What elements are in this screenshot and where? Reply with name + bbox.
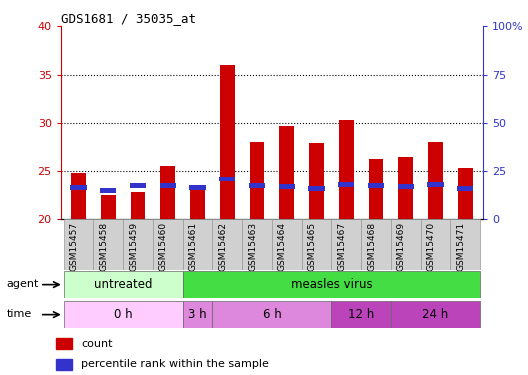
Bar [391,219,421,270]
Text: GSM15469: GSM15469 [397,222,406,271]
Text: GSM15471: GSM15471 [456,222,465,271]
Text: 3 h: 3 h [188,308,207,321]
Bar [332,301,391,328]
Bar [183,271,480,298]
Text: measles virus: measles virus [290,278,372,291]
Bar [279,126,294,219]
Bar [361,219,391,270]
Bar [421,219,450,270]
Bar [64,271,183,298]
Bar [183,219,212,270]
Text: GDS1681 / 35035_at: GDS1681 / 35035_at [61,12,196,25]
Bar [427,183,444,187]
Text: GSM15463: GSM15463 [248,222,257,271]
Text: untreated: untreated [94,278,153,291]
Bar [308,186,325,190]
Bar [161,166,175,219]
Bar [457,186,474,190]
Bar [212,301,332,328]
Bar [70,185,87,190]
Bar [100,188,117,193]
Bar [153,219,183,270]
Bar [64,219,93,270]
Bar [391,301,480,328]
Text: 0 h: 0 h [114,308,133,321]
Text: GSM15458: GSM15458 [99,222,108,271]
Bar [450,219,480,270]
Bar [398,184,414,189]
Bar [368,183,384,188]
Bar [93,219,123,270]
Text: time: time [7,309,32,319]
Text: count: count [81,339,112,349]
Text: percentile rank within the sample: percentile rank within the sample [81,359,269,369]
Text: 24 h: 24 h [422,308,449,321]
Bar [398,157,413,219]
Bar [212,219,242,270]
Text: GSM15457: GSM15457 [70,222,79,271]
Bar [339,120,354,219]
Text: 6 h: 6 h [262,308,281,321]
Bar [338,183,354,187]
Text: GSM15460: GSM15460 [159,222,168,271]
Bar [190,185,206,190]
Text: GSM15467: GSM15467 [337,222,346,271]
Text: 12 h: 12 h [348,308,374,321]
Bar [272,219,301,270]
Bar [130,192,146,219]
Bar [220,65,235,219]
Text: GSM15459: GSM15459 [129,222,138,271]
Bar [250,142,265,219]
Bar [159,183,176,188]
Text: GSM15464: GSM15464 [278,222,287,271]
Bar [301,219,332,270]
Bar [458,168,473,219]
Text: agent: agent [7,279,39,289]
Bar [369,159,383,219]
Text: GSM15470: GSM15470 [427,222,436,271]
Text: GSM15465: GSM15465 [307,222,317,271]
Bar [130,183,146,188]
Bar [249,183,265,188]
Text: GSM15461: GSM15461 [188,222,197,271]
Bar [101,195,116,219]
Bar [123,219,153,270]
Bar [279,184,295,189]
Bar [190,186,205,219]
Bar [71,173,86,219]
Text: GSM15468: GSM15468 [367,222,376,271]
Bar [309,143,324,219]
Bar [56,338,72,350]
Bar [242,219,272,270]
Bar [64,301,183,328]
Bar [56,358,72,370]
Bar [332,219,361,270]
Text: GSM15462: GSM15462 [218,222,227,271]
Bar [428,142,443,219]
Bar [183,301,212,328]
Bar [219,177,235,181]
